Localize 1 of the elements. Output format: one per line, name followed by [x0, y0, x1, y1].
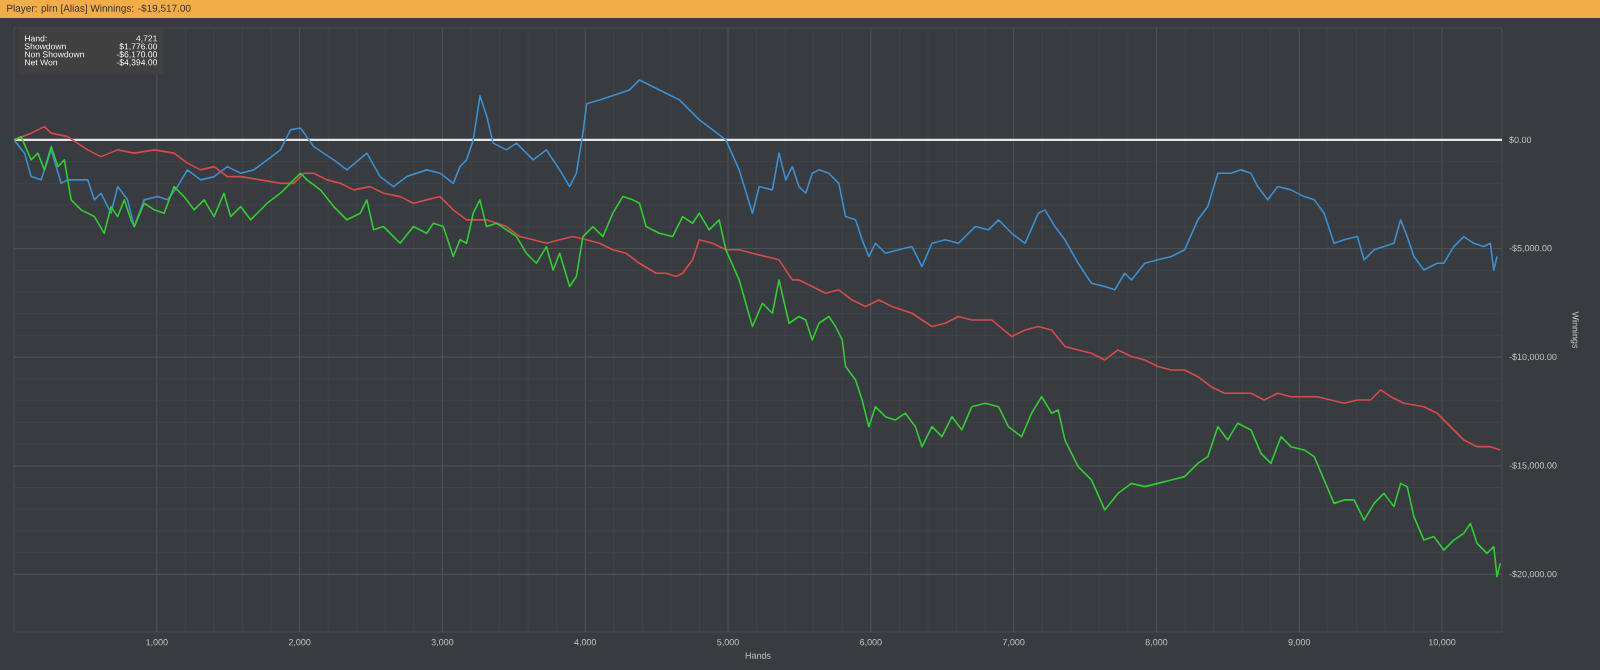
line-series — [14, 79, 1498, 291]
